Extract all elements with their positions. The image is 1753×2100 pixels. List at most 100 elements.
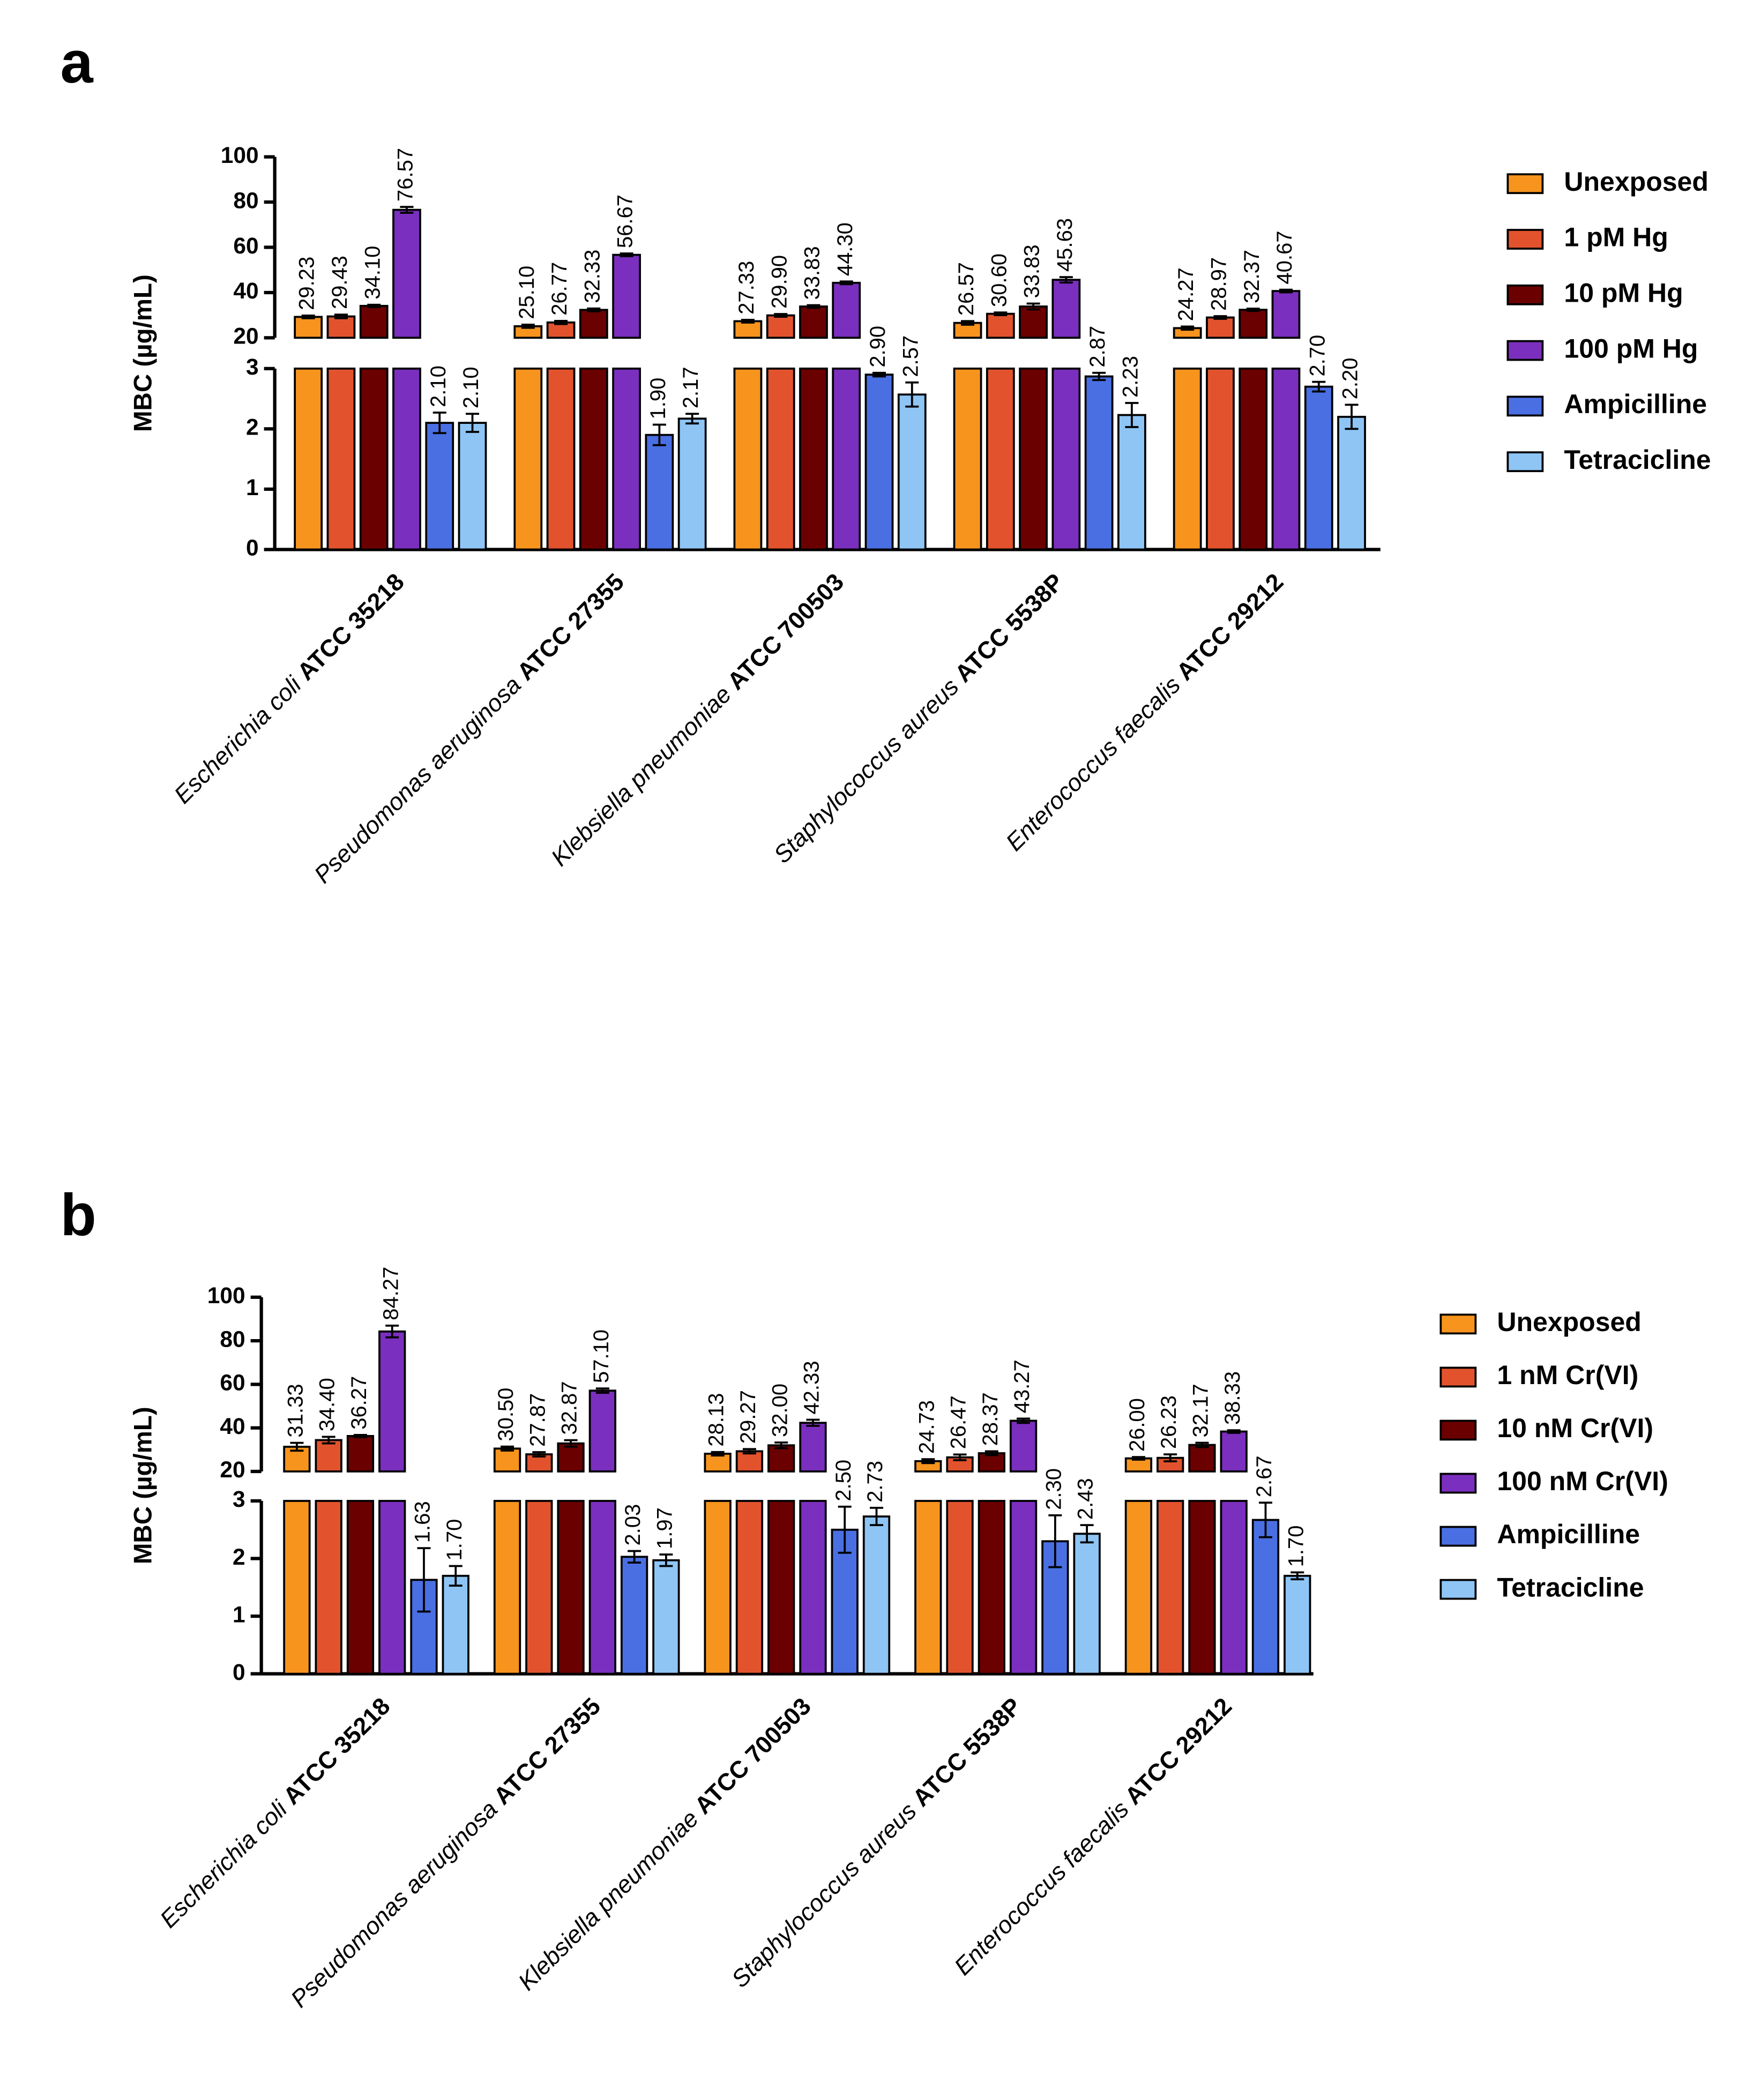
value-label: 27.87 bbox=[526, 1393, 549, 1447]
bar bbox=[1206, 367, 1235, 551]
value-label: 1.70 bbox=[443, 1519, 466, 1561]
legend-label: 10 pM Hg bbox=[1564, 278, 1683, 308]
value-label: 34.10 bbox=[361, 246, 384, 300]
error-bar bbox=[1163, 1453, 1177, 1463]
bar bbox=[1304, 385, 1333, 551]
error-bar bbox=[872, 371, 886, 378]
category-species: Pseudomonas aeruginosa bbox=[309, 671, 526, 888]
y-tick-label: 20 bbox=[220, 1458, 245, 1483]
value-label: 34.40 bbox=[316, 1378, 339, 1431]
value-label: 1.90 bbox=[646, 378, 670, 420]
panel-label: b bbox=[61, 1182, 96, 1248]
bar bbox=[1051, 279, 1081, 339]
value-label: 24.27 bbox=[1174, 267, 1198, 321]
panel-label: a bbox=[61, 29, 94, 95]
error-bar bbox=[774, 313, 788, 318]
error-bar bbox=[521, 323, 535, 329]
legend-label: Ampicilline bbox=[1564, 389, 1707, 419]
error-bar bbox=[1258, 1501, 1272, 1538]
bar bbox=[1173, 367, 1202, 551]
value-label: 1.63 bbox=[411, 1501, 435, 1543]
bar bbox=[458, 422, 487, 551]
legend-label: 10 nM Cr(VI) bbox=[1497, 1413, 1653, 1443]
value-label: 32.00 bbox=[768, 1384, 792, 1437]
error-bar bbox=[1227, 1429, 1241, 1434]
legend-swatch bbox=[1506, 173, 1544, 195]
legend-label: 1 nM Cr(VI) bbox=[1497, 1360, 1638, 1390]
bar bbox=[557, 1442, 585, 1473]
error-bar bbox=[1026, 302, 1040, 311]
bar bbox=[946, 1500, 974, 1675]
bar bbox=[1206, 316, 1235, 339]
y-tick-label: 0 bbox=[246, 536, 259, 561]
category-species: Staphylococcus aureus bbox=[768, 673, 964, 869]
value-label: 2.03 bbox=[621, 1504, 645, 1546]
error-bar bbox=[953, 1453, 967, 1461]
bar bbox=[1009, 1419, 1038, 1473]
value-label: 32.87 bbox=[558, 1381, 581, 1434]
x-tick-label: Escherichia coliATCC 35218 bbox=[169, 568, 409, 809]
category-species: Escherichia coli bbox=[169, 670, 308, 809]
error-bar bbox=[1290, 1571, 1304, 1581]
error-bar bbox=[532, 1451, 546, 1458]
category-species: Klebsiella pneumoniae bbox=[546, 681, 736, 871]
category-species: Escherichia coli bbox=[154, 1795, 293, 1933]
error-bar bbox=[921, 1458, 935, 1464]
error-bar bbox=[1213, 315, 1227, 320]
bar bbox=[425, 422, 454, 551]
bar bbox=[914, 1500, 942, 1675]
value-label: 28.13 bbox=[705, 1393, 728, 1447]
y-tick-label: 40 bbox=[220, 1414, 245, 1439]
y-axis-title: MBC (µg/mL) bbox=[129, 1407, 158, 1564]
value-label: 30.60 bbox=[987, 253, 1011, 307]
error-bar bbox=[353, 1433, 367, 1438]
bar bbox=[359, 304, 389, 339]
category-species: Enterococcus faecalis bbox=[949, 1795, 1134, 1981]
error-bar bbox=[628, 1550, 641, 1564]
error-bar bbox=[659, 1553, 673, 1567]
bar bbox=[1251, 1519, 1280, 1675]
bar bbox=[978, 1452, 1005, 1473]
y-tick-label: 60 bbox=[233, 234, 258, 259]
bar bbox=[832, 367, 861, 551]
bar bbox=[799, 305, 828, 339]
error-bar bbox=[1246, 308, 1260, 312]
value-label: 45.63 bbox=[1053, 218, 1077, 272]
bar bbox=[294, 367, 323, 551]
y-tick-label: 0 bbox=[233, 1660, 245, 1685]
error-bar bbox=[322, 1436, 335, 1445]
legend-swatch bbox=[1506, 284, 1544, 305]
bar bbox=[392, 208, 421, 339]
bar bbox=[612, 367, 641, 551]
value-label: 2.10 bbox=[427, 365, 450, 407]
bar bbox=[1019, 305, 1048, 339]
error-bar bbox=[742, 1448, 756, 1455]
bar bbox=[766, 314, 795, 339]
value-label: 29.23 bbox=[295, 257, 319, 310]
category-species: Klebsiella pneumoniae bbox=[513, 1805, 704, 1996]
value-label: 44.30 bbox=[833, 222, 857, 276]
value-label: 31.33 bbox=[284, 1384, 307, 1438]
error-bar bbox=[685, 413, 699, 425]
bar bbox=[1239, 367, 1268, 551]
error-bar bbox=[417, 1547, 431, 1613]
bar bbox=[546, 367, 576, 551]
error-bar bbox=[1181, 325, 1195, 331]
category-species: Pseudomonas aeruginosa bbox=[285, 1795, 503, 2013]
legend-swatch bbox=[1506, 395, 1544, 417]
value-label: 1.97 bbox=[653, 1507, 676, 1549]
bar bbox=[588, 1389, 616, 1473]
value-label: 32.37 bbox=[1240, 250, 1264, 303]
value-label: 2.73 bbox=[863, 1461, 887, 1503]
bar bbox=[831, 1528, 859, 1675]
bar bbox=[1009, 1500, 1038, 1675]
bar bbox=[442, 1574, 469, 1675]
bar bbox=[493, 1447, 521, 1473]
bar bbox=[378, 1330, 406, 1473]
value-label: 40.67 bbox=[1273, 230, 1296, 284]
value-label: 33.83 bbox=[1020, 244, 1044, 298]
error-bar bbox=[961, 320, 975, 326]
y-tick-label: 80 bbox=[233, 188, 258, 213]
value-label: 32.33 bbox=[580, 250, 604, 303]
legend-label: 1 pM Hg bbox=[1564, 222, 1668, 252]
